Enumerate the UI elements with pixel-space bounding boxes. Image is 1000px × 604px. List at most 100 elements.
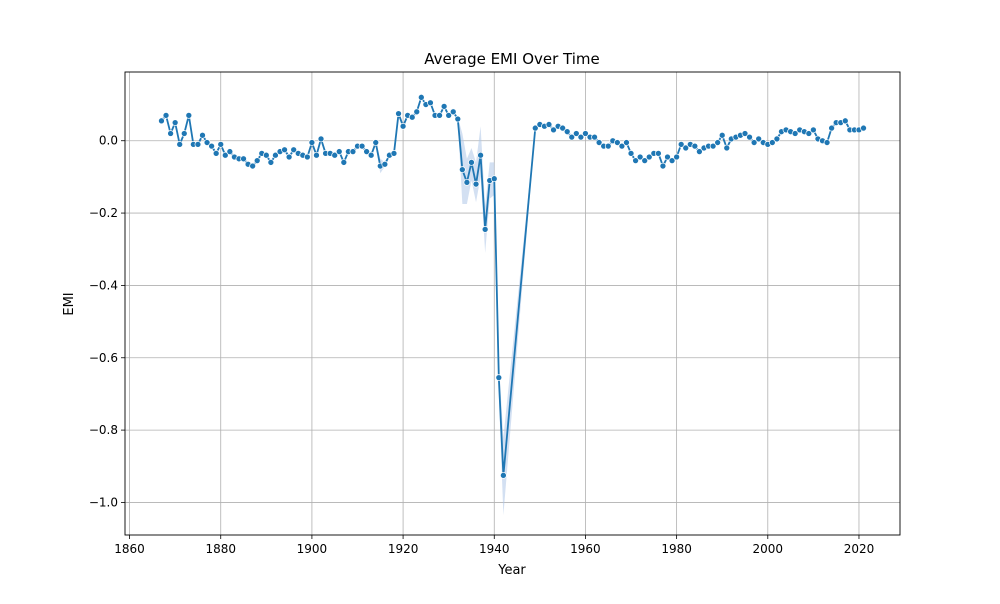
- data-point: [627, 150, 635, 157]
- data-point: [208, 142, 215, 150]
- data-point: [613, 139, 621, 146]
- data-point: [308, 139, 316, 146]
- x-tick-label: 1920: [388, 542, 419, 556]
- data-point: [618, 142, 626, 150]
- data-point: [313, 151, 320, 159]
- data-point: [773, 135, 781, 143]
- data-point: [212, 150, 220, 157]
- data-point: [718, 131, 726, 139]
- data-point: [281, 146, 288, 154]
- data-point: [723, 144, 731, 152]
- data-point: [267, 159, 275, 166]
- data-point: [185, 112, 193, 119]
- tick-layer: 1860 1880 1900 1920 1940 1960 1980 2000 2020 −1.0…: [89, 134, 874, 556]
- data-point: [636, 153, 644, 161]
- data-point: [463, 178, 471, 186]
- x-tick-label: 1860: [114, 542, 145, 556]
- data-point: [331, 151, 339, 159]
- data-point: [427, 99, 434, 107]
- data-point: [226, 148, 234, 155]
- data-point: [563, 128, 571, 136]
- data-point: [823, 139, 831, 146]
- data-point: [436, 112, 443, 119]
- data-point: [176, 140, 184, 148]
- data-point: [828, 124, 835, 132]
- data-point: [572, 130, 580, 137]
- data-point: [805, 130, 813, 137]
- data-point: [682, 144, 690, 152]
- data-point: [285, 153, 293, 161]
- plot-area-frame: [124, 71, 901, 536]
- y-tick-label: −0.8: [89, 423, 118, 437]
- data-point: [768, 139, 776, 146]
- data-point: [632, 157, 639, 164]
- data-point: [358, 142, 366, 150]
- data-point: [340, 159, 348, 166]
- data-point: [203, 139, 211, 146]
- data-point: [568, 133, 576, 141]
- data-point: [490, 175, 498, 183]
- data-point: [841, 117, 849, 125]
- data-point: [335, 148, 343, 155]
- data-point: [199, 131, 206, 139]
- data-point: [167, 130, 174, 137]
- y-tick-label: 0.0: [99, 134, 118, 148]
- data-point: [408, 113, 416, 121]
- data-point: [577, 133, 585, 141]
- data-point: [367, 151, 375, 159]
- data-point: [217, 140, 225, 148]
- data-point: [381, 160, 389, 168]
- data-point: [664, 153, 671, 161]
- data-point: [454, 115, 462, 123]
- x-tick-label: 2020: [844, 542, 875, 556]
- data-point: [591, 133, 598, 141]
- data-point: [750, 139, 758, 146]
- data-point: [158, 117, 165, 125]
- x-tick-label: 1960: [570, 542, 601, 556]
- data-point: [691, 142, 699, 150]
- data-point: [253, 157, 261, 164]
- x-tick-label: 1900: [297, 542, 328, 556]
- data-point: [468, 159, 475, 166]
- data-point: [860, 124, 867, 132]
- data-point: [249, 162, 256, 170]
- data-point: [472, 180, 480, 188]
- data-point: [372, 139, 380, 146]
- data-point: [445, 112, 453, 119]
- data-point: [395, 110, 402, 117]
- data-point: [477, 151, 484, 159]
- data-point: [696, 148, 703, 155]
- x-tick-label: 1880: [205, 542, 236, 556]
- data-point: [755, 135, 763, 143]
- data-point: [459, 166, 466, 174]
- data-point: [221, 151, 229, 159]
- data-point: [440, 103, 448, 110]
- y-tick-label: −1.0: [89, 495, 118, 509]
- data-point: [714, 139, 722, 146]
- data-point: [673, 153, 680, 161]
- data-point: [240, 155, 247, 163]
- data-point: [417, 93, 425, 101]
- data-point: [746, 133, 753, 141]
- data-point: [741, 130, 749, 137]
- y-axis-label: EMI: [62, 292, 77, 315]
- data-point: [495, 374, 503, 381]
- data-point: [659, 162, 667, 170]
- x-tick-label: 1940: [479, 542, 510, 556]
- data-point: [262, 151, 270, 159]
- data-point: [810, 126, 817, 134]
- data-point-layer: [158, 93, 867, 479]
- y-tick-label: −0.2: [89, 206, 118, 220]
- data-point: [604, 142, 612, 150]
- data-point: [390, 150, 398, 157]
- data-point: [791, 130, 799, 137]
- data-point: [349, 148, 357, 155]
- data-point: [531, 124, 539, 132]
- chart-title: Average EMI Over Time: [424, 50, 600, 68]
- data-point: [290, 146, 298, 154]
- data-point: [645, 153, 653, 161]
- data-point: [162, 112, 170, 119]
